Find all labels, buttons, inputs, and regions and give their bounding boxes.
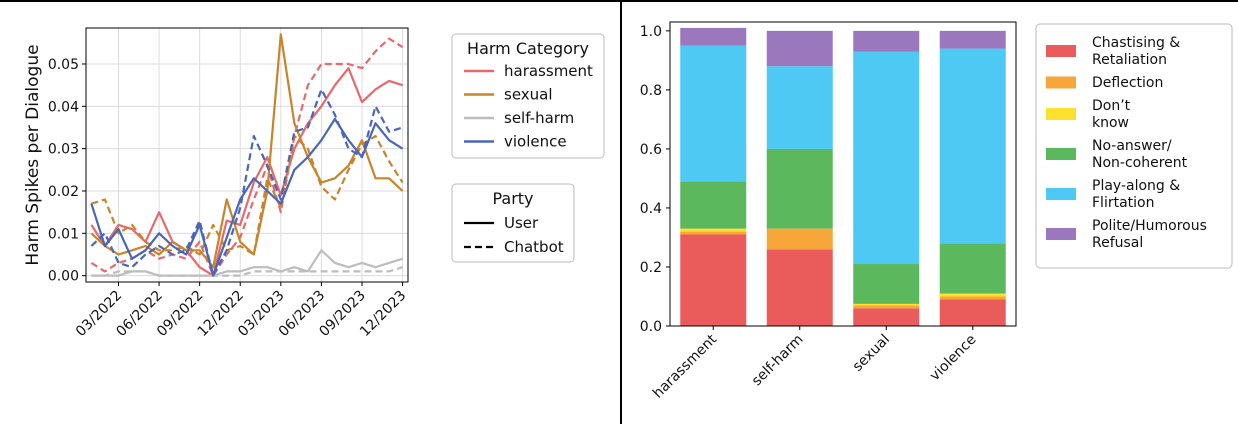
bar-segment-sexual-don-t-know	[853, 303, 920, 306]
bar-segment-self-harm-play-along-flirtation	[766, 66, 833, 149]
series-line-violence-chatbot	[90, 88, 403, 277]
party-legend-user-label: User	[504, 214, 539, 232]
bar-chart-x-tick-label-violence: violence	[927, 332, 980, 385]
bar-chart-x-ticks: harassment self-harm sexual violence	[650, 326, 980, 402]
response-type-legend: Chastising & Retaliation Deflection Don’t kn…	[1035, 23, 1233, 269]
harm-category-legend: Harm Category harassment sexual self-harm v…	[451, 33, 605, 159]
stacked-bar-chart-panel: 0.0 0.2 0.4 0.6 0.8 1.0 harassment self-harm se…	[640, 21, 1233, 402]
line-chart-y-tick-label: 0.02	[48, 184, 79, 200]
line-chart-x-ticks: 03/202206/202209/202212/202203/202306/20…	[73, 282, 409, 340]
legend-label-no-answer-non-coherent: No-answer/Non-coherent	[1092, 138, 1188, 171]
legend-swatch-polite-humorous-refusal	[1046, 228, 1076, 240]
legend-label-sexual: sexual	[504, 86, 553, 104]
line-chart-y-ticks: 0.00 0.01 0.02 0.03 0.04 0.05	[48, 57, 86, 285]
line-chart-axes-frame	[85, 27, 409, 283]
party-legend-chatbot-label: Chatbot	[504, 238, 564, 256]
party-legend-box	[451, 183, 575, 263]
party-legend-title: Party	[492, 189, 533, 208]
bar-segment-violence-don-t-know	[939, 293, 1006, 297]
bar-segment-sexual-polite-humorous-refusal	[853, 30, 920, 52]
legend-label-polite-humorous-refusal: Polite/Humorous Refusal	[1092, 218, 1207, 251]
bar-chart-axes-frame	[669, 21, 1017, 327]
stacked-bar-chart-bars	[680, 27, 1006, 326]
line-chart-y-tick-label: 0.05	[48, 57, 79, 73]
bar-segment-harassment-don-t-know	[680, 228, 747, 232]
series-line-harassment-chatbot	[90, 37, 404, 277]
bar-segment-harassment-no-answer-non-coherent	[680, 181, 747, 229]
legend-swatch-no-answer-non-coherent	[1046, 148, 1076, 160]
line-chart-y-tick-label: 0.00	[48, 269, 79, 285]
bar-segment-harassment-play-along-flirtation	[680, 45, 747, 182]
line-chart-y-tick-label: 0.04	[48, 99, 79, 115]
bar-segment-self-harm-chastising-retaliation	[766, 249, 833, 326]
bar-segment-violence-deflection	[939, 296, 1006, 300]
bar-segment-harassment-deflection	[680, 231, 747, 235]
bar-segment-harassment-chastising-retaliation	[680, 234, 747, 326]
legend-label-harassment: harassment	[504, 62, 593, 80]
bar-chart-x-tick-label-self-harm: self-harm	[749, 332, 807, 390]
legend-swatch-don-t-know	[1046, 108, 1076, 120]
bar-chart-y-tick-label: 0.8	[640, 83, 662, 99]
bar-segment-self-harm-deflection	[766, 228, 833, 250]
legend-label-deflection: Deflection	[1092, 75, 1163, 91]
series-line-sexual-chatbot	[91, 134, 404, 256]
line-chart-y-label: Harm Spikes per Dialogue	[23, 44, 43, 265]
series-line-harassment-user	[90, 67, 403, 277]
bar-segment-violence-chastising-retaliation	[939, 299, 1006, 326]
bar-chart-y-tick-label: 0.2	[640, 260, 662, 276]
legend-swatch-deflection	[1046, 76, 1076, 89]
legend-label-play-along-flirtation: Play-along & Flirtation	[1092, 178, 1180, 211]
series-line-self-harm-chatbot	[91, 266, 403, 277]
legend-label-chastising-retaliation: Chastising & Retaliation	[1092, 35, 1180, 68]
bar-chart-y-tick-label: 1.0	[640, 24, 662, 40]
line-chart-panel: 0.00 0.01 0.02 0.03 0.04 0.05 03/202206/20220…	[23, 27, 605, 340]
legend-swatch-chastising-retaliation	[1046, 45, 1076, 57]
series-line-sexual-user	[90, 33, 404, 269]
series-line-violence-user	[90, 117, 404, 277]
response-type-legend-box	[1035, 23, 1233, 269]
legend-label-violence: violence	[504, 133, 567, 151]
bar-segment-sexual-no-answer-non-coherent	[853, 264, 920, 304]
bar-segment-violence-no-answer-non-coherent	[939, 243, 1006, 294]
line-chart-series	[90, 33, 404, 277]
legend-swatch-play-along-flirtation	[1046, 188, 1076, 200]
bar-chart-x-tick-label-harassment: harassment	[650, 331, 720, 401]
harm-category-legend-title: Harm Category	[467, 39, 589, 58]
bar-segment-violence-polite-humorous-refusal	[939, 30, 1006, 49]
harm-category-legend-box	[451, 33, 605, 159]
bar-segment-sexual-deflection	[853, 305, 920, 309]
bar-segment-sexual-chastising-retaliation	[853, 308, 920, 326]
bar-segment-self-harm-polite-humorous-refusal	[766, 30, 833, 67]
bar-segment-harassment-polite-humorous-refusal	[680, 27, 747, 46]
bar-chart-y-ticks: 0.0 0.2 0.4 0.6 0.8 1.0	[640, 24, 670, 335]
party-legend: Party User Chatbot	[451, 183, 575, 263]
bar-chart-y-tick-label: 0.6	[640, 142, 662, 158]
harm-category-legend-items: harassment sexual self-harm violence	[464, 62, 593, 151]
series-line-self-harm-user	[91, 249, 403, 277]
bar-segment-self-harm-no-answer-non-coherent	[766, 148, 833, 229]
legend-label-self-harm: self-harm	[504, 109, 574, 127]
bar-chart-x-tick-label-sexual: sexual	[850, 332, 893, 375]
legend-label-don-t-know: Don’t know	[1092, 98, 1131, 131]
bar-segment-violence-play-along-flirtation	[939, 48, 1006, 244]
bar-segment-sexual-play-along-flirtation	[853, 51, 920, 265]
response-type-legend-items: Chastising & Retaliation Deflection Don’t kn…	[1046, 35, 1207, 251]
line-chart-y-tick-label: 0.03	[48, 142, 79, 158]
bar-chart-y-tick-label: 0.4	[640, 201, 662, 217]
line-chart-y-tick-label: 0.01	[48, 226, 79, 242]
bar-chart-y-tick-label: 0.0	[640, 319, 662, 335]
